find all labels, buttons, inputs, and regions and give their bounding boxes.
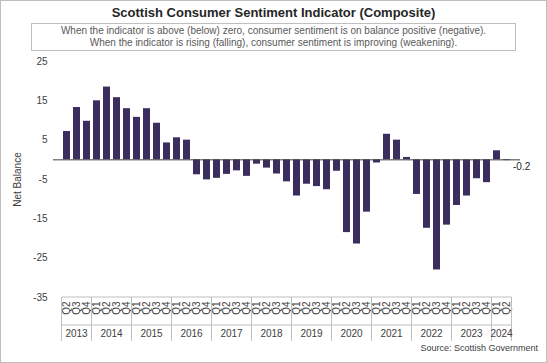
svg-text:Q2: Q2: [221, 301, 233, 315]
svg-text:Q4: Q4: [321, 301, 333, 315]
svg-text:2018: 2018: [260, 328, 283, 339]
svg-text:Q3: Q3: [191, 301, 203, 315]
svg-text:Q2: Q2: [501, 301, 512, 315]
svg-text:2023: 2023: [460, 328, 483, 339]
svg-text:Q2: Q2: [101, 301, 113, 315]
svg-text:Q4: Q4: [401, 301, 413, 315]
svg-text:Q3: Q3: [151, 301, 163, 315]
svg-text:Q3: Q3: [431, 301, 443, 315]
svg-text:Q3: Q3: [231, 301, 243, 315]
svg-text:Q1: Q1: [251, 301, 263, 315]
svg-text:Q1: Q1: [131, 301, 143, 315]
svg-text:2022: 2022: [420, 328, 443, 339]
svg-text:2019: 2019: [300, 328, 323, 339]
svg-text:2015: 2015: [140, 328, 163, 339]
svg-text:Q3: Q3: [391, 301, 403, 315]
svg-text:Q4: Q4: [161, 301, 173, 315]
html-text:Source: Scottish Government: Source: Scottish Government: [420, 343, 538, 353]
svg-text:Q3: Q3: [471, 301, 483, 315]
svg-text:15: 15: [36, 95, 48, 106]
svg-text:Q2: Q2: [381, 301, 393, 315]
svg-text:2016: 2016: [180, 328, 203, 339]
svg-text:Q4: Q4: [201, 301, 213, 315]
svg-text:Q3: Q3: [271, 301, 283, 315]
svg-text:2020: 2020: [340, 328, 363, 339]
svg-text:Q2: Q2: [341, 301, 353, 315]
svg-text:25: 25: [36, 56, 48, 67]
svg-text:-5: -5: [39, 174, 48, 185]
svg-text:-25: -25: [33, 252, 48, 263]
svg-text:Q2: Q2: [261, 301, 273, 315]
svg-text:Q3: Q3: [351, 301, 363, 315]
svg-text:Q2: Q2: [181, 301, 193, 315]
svg-text:-0.2: -0.2: [513, 161, 531, 172]
svg-text:Q3: Q3: [71, 301, 83, 315]
svg-text:Q1: Q1: [331, 301, 343, 315]
svg-text:-35: -35: [33, 292, 48, 303]
svg-text:Q4: Q4: [121, 301, 133, 315]
svg-text:Q2: Q2: [61, 301, 73, 315]
svg-text:Q1: Q1: [491, 301, 503, 315]
html-text:When the indicator is rising (: When the indicator is rising (falling), …: [89, 37, 458, 48]
svg-text:2013: 2013: [65, 328, 88, 339]
svg-text:Q4: Q4: [441, 301, 453, 315]
svg-text:Q4: Q4: [481, 301, 493, 315]
svg-text:Q1: Q1: [291, 301, 303, 315]
svg-text:Q2: Q2: [421, 301, 433, 315]
svg-text:Q4: Q4: [281, 301, 293, 315]
svg-text:Q4: Q4: [81, 301, 93, 315]
svg-text:-15: -15: [33, 213, 48, 224]
html-text:When the indicator is above (b: When the indicator is above (below) zero…: [60, 25, 487, 36]
svg-text:2014: 2014: [100, 328, 123, 339]
svg-text:Q1: Q1: [451, 301, 463, 315]
svg-text:Q4: Q4: [361, 301, 373, 315]
html-text:Scottish Consumer Sentiment In: Scottish Consumer Sentiment Indicator (C…: [111, 5, 436, 20]
svg-text:Q3: Q3: [311, 301, 323, 315]
svg-text:Q2: Q2: [141, 301, 153, 315]
svg-text:Q1: Q1: [91, 301, 103, 315]
svg-text:Q1: Q1: [411, 301, 423, 315]
svg-text:2017: 2017: [220, 328, 243, 339]
svg-text:Net Balance: Net Balance: [12, 152, 23, 207]
svg-text:Q1: Q1: [211, 301, 223, 315]
svg-text:Q2: Q2: [461, 301, 473, 315]
svg-text:Q1: Q1: [171, 301, 183, 315]
svg-text:2021: 2021: [380, 328, 403, 339]
svg-text:5: 5: [42, 134, 48, 145]
svg-text:2024: 2024: [490, 328, 513, 339]
svg-text:Q4: Q4: [241, 301, 253, 315]
svg-text:Q3: Q3: [111, 301, 123, 315]
svg-text:Q2: Q2: [301, 301, 313, 315]
svg-text:Q1: Q1: [371, 301, 383, 315]
